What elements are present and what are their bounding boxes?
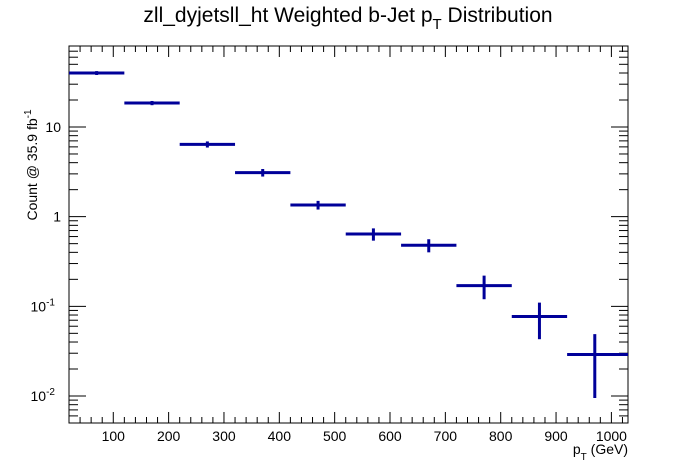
plot-frame <box>68 45 629 424</box>
x-tick-label: 100 <box>102 428 126 444</box>
chart-title: zll_dyjetsll_ht Weighted b-Jet pT Distri… <box>143 4 552 33</box>
data-points <box>69 71 628 399</box>
x-tick-labels: 100 200 300 400 500 600 700 800 900 1000 <box>102 428 628 444</box>
x-tick-label: 400 <box>268 428 292 444</box>
x-tick-label: 900 <box>544 428 568 444</box>
data-point <box>69 71 125 75</box>
plot-border <box>68 45 629 424</box>
y-tick-label: 10-1 <box>31 297 56 314</box>
chart-title-main: zll_dyjetsll_ht Weighted b-Jet p <box>143 4 432 27</box>
y-tick-label: 1 <box>53 209 61 225</box>
data-point <box>124 100 180 106</box>
x-tick-label: 700 <box>434 428 458 444</box>
x-tick-label: 200 <box>157 428 181 444</box>
x-tick-label: 300 <box>212 428 236 444</box>
x-tick-label: 1000 <box>596 428 627 444</box>
x-axis-label-subscript: T <box>581 452 587 463</box>
x-axis-label-main: p <box>573 441 581 457</box>
x-tick-label: 500 <box>323 428 347 444</box>
y-tick-label-base: 10 <box>31 298 47 314</box>
y-tick-label-exponent: -2 <box>46 387 55 398</box>
data-point <box>235 168 291 177</box>
y-tick-label: 10-2 <box>31 387 56 404</box>
data-point <box>401 239 457 253</box>
chart-title-subscript: T <box>433 16 442 33</box>
y-axis-label-main: Count @ 35.9 fb <box>24 118 40 220</box>
data-point <box>511 302 568 340</box>
data-point <box>179 141 236 148</box>
x-axis-label: pT (GeV) <box>573 441 628 463</box>
y-tick-label-exponent: -1 <box>46 297 55 308</box>
data-point <box>345 228 402 241</box>
x-axis-label-tail: (GeV) <box>587 441 628 457</box>
y-tick-label-base: 10 <box>31 388 47 404</box>
y-axis-label: Count @ 35.9 fb-1 <box>23 109 40 221</box>
chart-title-tail: Distribution <box>442 4 553 27</box>
y-tick-label: 10 <box>45 119 61 135</box>
y-axis-label-superscript: -1 <box>23 109 34 118</box>
x-tick-label: 600 <box>378 428 402 444</box>
x-tick-label: 800 <box>489 428 513 444</box>
data-point <box>567 334 628 399</box>
data-point <box>290 200 346 210</box>
data-point <box>456 275 512 300</box>
